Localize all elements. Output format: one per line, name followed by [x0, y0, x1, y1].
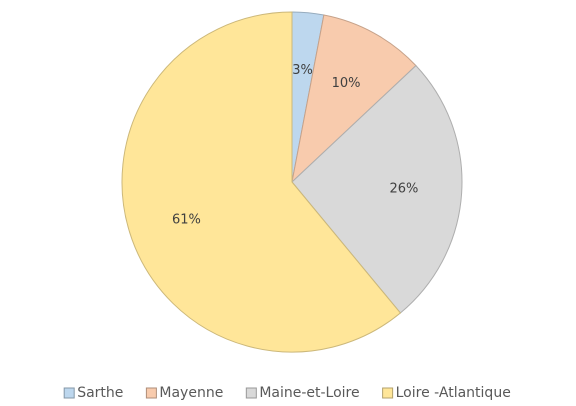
pie-slice: [291, 14, 417, 184]
data-label: 26%: [390, 182, 419, 197]
data-label: 10%: [332, 76, 361, 91]
legend-swatch: [382, 387, 394, 399]
pie-slice: [121, 11, 402, 353]
legend-label: Sarthe: [77, 385, 123, 401]
data-label: 61%: [172, 213, 201, 228]
data-label: 3%: [292, 63, 313, 78]
pie-slice: [291, 64, 463, 314]
legend-label: Mayenne: [159, 385, 223, 401]
legend-swatch: [145, 387, 157, 399]
legend-label: Maine-et-Loire: [259, 385, 359, 401]
legend-swatch: [245, 387, 257, 399]
legend-label: Loire -Atlantique: [396, 385, 511, 401]
legend-swatch: [63, 387, 75, 399]
